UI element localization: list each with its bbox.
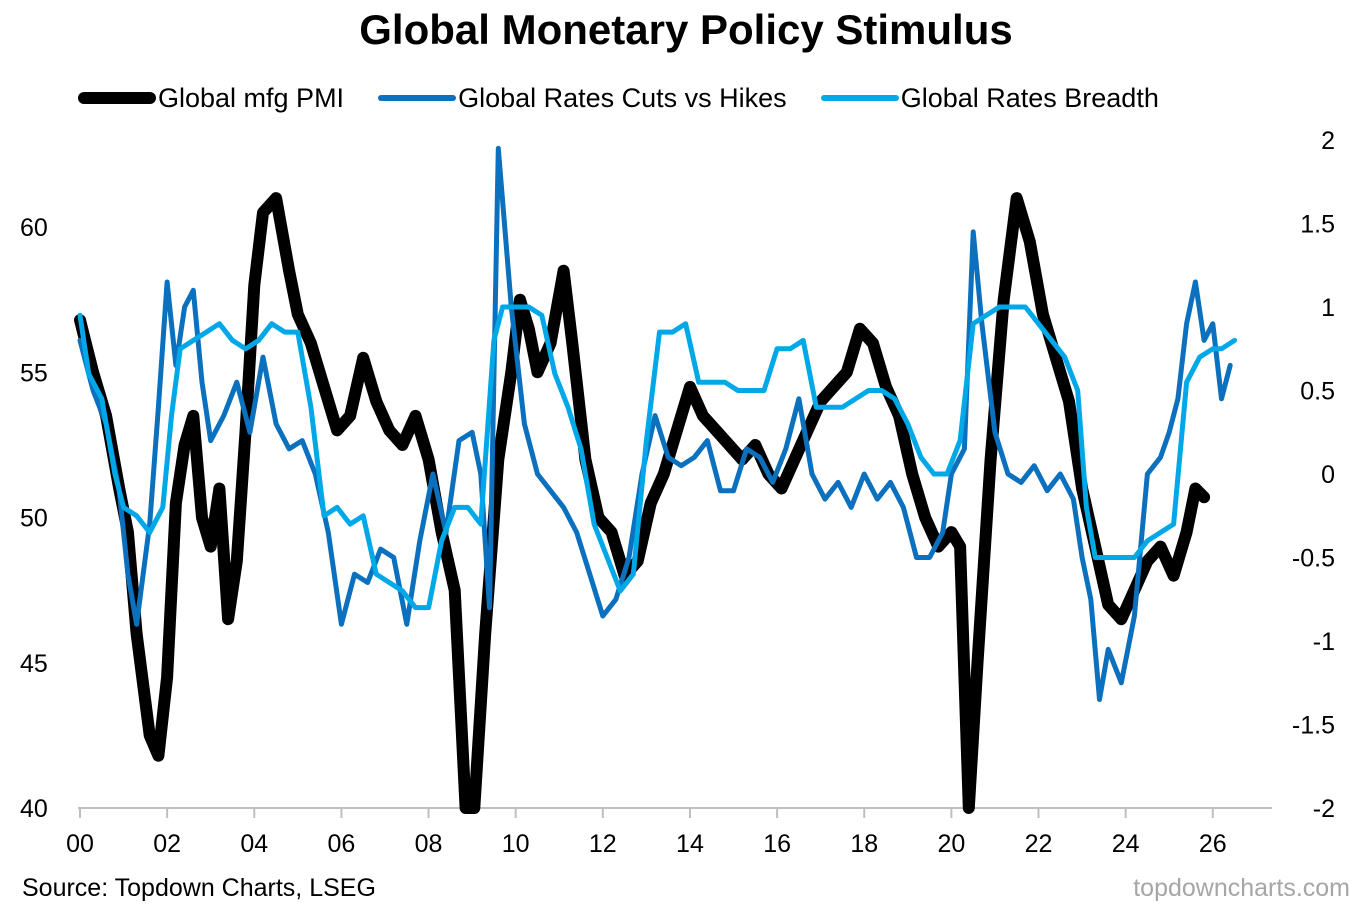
y-right-tick-label: 0.5 xyxy=(1300,378,1335,406)
legend-item-breadth: Global Rates Breadth xyxy=(820,82,1159,114)
watermark: topdowncharts.com xyxy=(1133,874,1350,902)
y-right-tick-label: 0 xyxy=(1321,461,1335,489)
x-tick-label: 06 xyxy=(328,830,356,858)
y-right-tick-label: -0.5 xyxy=(1292,545,1335,573)
x-tick-label: 16 xyxy=(763,830,791,858)
series-group xyxy=(74,145,1238,814)
legend-label-pmi: Global mfg PMI xyxy=(158,82,345,113)
chart-title: Global Monetary Policy Stimulus xyxy=(359,6,1013,53)
x-tick-label: 26 xyxy=(1199,830,1227,858)
y-axis-left-ticks: 40 45 50 55 60 xyxy=(20,214,48,823)
y-left-tick-label: 45 xyxy=(20,650,48,678)
y-left-tick-label: 60 xyxy=(20,214,48,242)
x-tick-label: 08 xyxy=(415,830,443,858)
y-right-tick-label: -2 xyxy=(1313,795,1335,823)
x-tick-label: 04 xyxy=(240,830,268,858)
x-tick-label: 12 xyxy=(589,830,617,858)
legend-swatch-pmi xyxy=(78,92,156,104)
y-right-tick-label: -1 xyxy=(1313,628,1335,656)
x-tick-label: 02 xyxy=(153,830,181,858)
legend-label-breadth: Global Rates Breadth xyxy=(900,82,1159,113)
y-left-tick-label: 40 xyxy=(20,795,48,823)
y-right-tick-label: 1.5 xyxy=(1300,211,1335,239)
legend-item-pmi: Global mfg PMI xyxy=(78,83,344,114)
source-note: Source: Topdown Charts, LSEG xyxy=(22,874,376,902)
x-tick-label: 10 xyxy=(502,830,530,858)
legend-swatch-breadth xyxy=(820,95,899,101)
legend-swatch-cuts-hikes xyxy=(378,95,457,101)
series-line-1 xyxy=(77,145,1233,702)
legend-label-cuts-hikes: Global Rates Cuts vs Hikes xyxy=(458,82,787,113)
x-tick-label: 00 xyxy=(66,830,94,858)
x-tick-label: 18 xyxy=(850,830,878,858)
legend-item-cuts-hikes: Global Rates Cuts vs Hikes xyxy=(378,83,787,114)
legend: Global mfg PMI Global Rates Cuts vs Hike… xyxy=(78,80,1193,116)
y-right-tick-label: 2 xyxy=(1321,127,1335,155)
series-line-2 xyxy=(77,304,1238,611)
series-line-0 xyxy=(74,192,1211,814)
x-tick-label: 20 xyxy=(937,830,965,858)
y-right-tick-label: 1 xyxy=(1321,294,1335,322)
x-axis-ticks: 00 02 04 06 08 10 12 14 16 18 20 22 24 26 xyxy=(66,808,1227,858)
y-left-tick-label: 50 xyxy=(20,505,48,533)
y-axis-right-ticks: -2 -1.5 -1 -0.5 0 0.5 1 1.5 2 xyxy=(1292,127,1335,823)
x-tick-label: 24 xyxy=(1112,830,1140,858)
y-right-tick-label: -1.5 xyxy=(1292,712,1335,740)
y-left-tick-label: 55 xyxy=(20,359,48,387)
x-tick-label: 14 xyxy=(676,830,704,858)
x-tick-label: 22 xyxy=(1025,830,1053,858)
